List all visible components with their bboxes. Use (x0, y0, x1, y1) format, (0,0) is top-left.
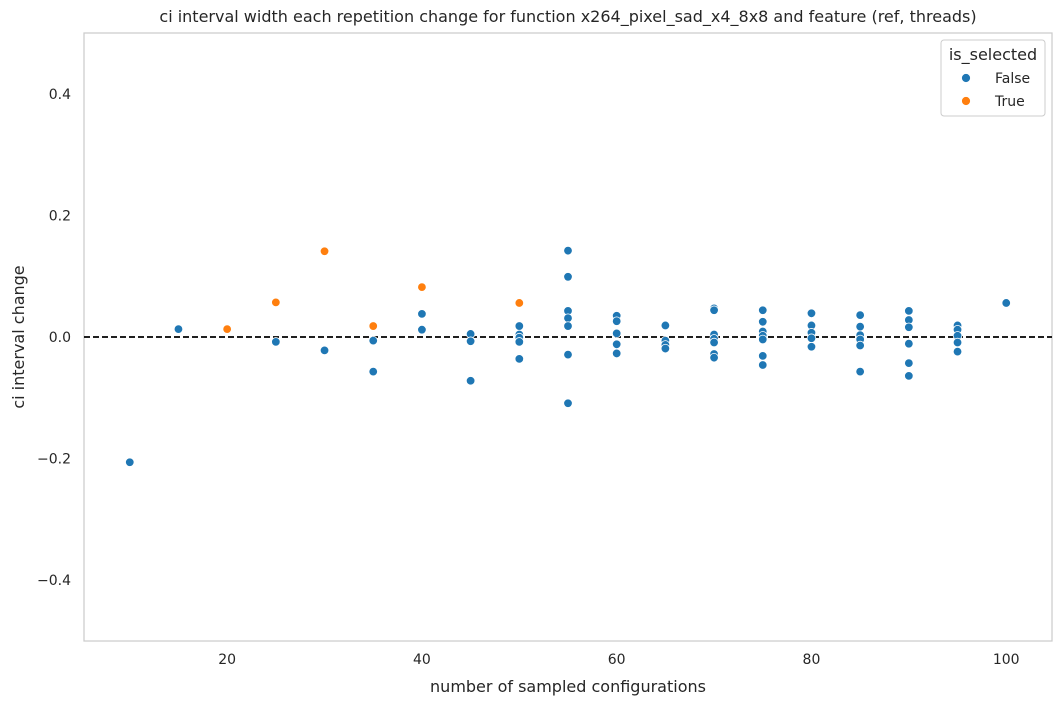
data-point-false (611, 348, 622, 359)
data-point-false (806, 333, 817, 343)
data-point-false (611, 316, 622, 326)
data-point-false (904, 322, 914, 332)
data-point-false (660, 320, 671, 331)
data-point-false (758, 351, 768, 361)
data-point-false (855, 366, 865, 377)
data-point-true (319, 246, 330, 256)
x-axis-ticks: 20 40 60 80 100 (218, 652, 1019, 668)
plot-area: 20 40 60 80 100 −0.4 −0.2 0.0 0.2 0.4 (37, 32, 1053, 668)
data-point-false (1001, 298, 1011, 308)
data-point-false (758, 317, 768, 327)
data-point-false (855, 310, 865, 320)
legend-label-false: False (995, 71, 1030, 87)
data-point-false (563, 272, 573, 282)
data-point-false (904, 306, 914, 316)
legend-label-true: True (994, 94, 1025, 110)
data-points (125, 245, 1011, 467)
data-point-false (855, 340, 865, 351)
data-point-false (904, 358, 914, 368)
data-point-false (514, 321, 525, 331)
data-point-false (514, 354, 525, 364)
data-point-false (806, 342, 817, 352)
y-tick-label: 0.0 (49, 330, 71, 346)
data-point-false (368, 335, 378, 346)
data-point-false (611, 328, 622, 339)
data-point-false (758, 360, 768, 370)
data-point-false (904, 371, 914, 381)
x-tick-label: 100 (993, 652, 1020, 668)
data-point-false (709, 352, 719, 363)
data-point-false (952, 337, 963, 348)
legend: is_selected False True (940, 39, 1046, 117)
data-point-false (514, 337, 525, 347)
chart-title: ci interval width each repetition change… (159, 7, 976, 27)
data-point-false (563, 349, 573, 360)
data-point-false (563, 313, 573, 323)
data-point-true (271, 297, 281, 308)
data-point-true (368, 321, 378, 331)
data-point-false (173, 324, 184, 334)
data-point-false (660, 343, 671, 354)
x-tick-label: 20 (218, 652, 236, 668)
data-point-false (611, 339, 622, 349)
data-point-false (952, 346, 963, 357)
data-point-false (417, 309, 427, 319)
x-axis-label: number of sampled configurations (430, 677, 706, 696)
data-point-true (417, 282, 427, 292)
data-point-false (855, 321, 865, 332)
data-point-false (904, 338, 914, 349)
data-point-false (465, 336, 476, 346)
x-tick-label: 80 (803, 652, 821, 668)
x-tick-label: 60 (608, 652, 626, 668)
data-point-true (514, 298, 525, 308)
data-point-false (271, 337, 281, 347)
data-point-false (709, 305, 719, 315)
data-point-false (319, 345, 330, 356)
legend-title: is_selected (949, 45, 1037, 65)
legend-marker-false (961, 73, 971, 83)
data-point-true (222, 324, 232, 334)
data-point-false (563, 321, 573, 331)
data-point-false (806, 308, 817, 318)
data-point-false (709, 337, 719, 348)
y-axis-ticks: −0.4 −0.2 0.0 0.2 0.4 (37, 87, 71, 589)
y-tick-label: −0.2 (37, 452, 71, 468)
y-tick-label: 0.4 (49, 87, 71, 103)
data-point-false (417, 325, 427, 335)
x-tick-label: 40 (413, 652, 431, 668)
y-tick-label: −0.4 (37, 573, 71, 589)
data-point-false (563, 398, 573, 408)
data-point-false (465, 376, 476, 386)
data-point-false (758, 305, 768, 315)
y-axis-label: ci interval change (9, 265, 28, 408)
data-point-false (758, 334, 768, 345)
data-point-false (368, 366, 378, 377)
data-point-false (563, 245, 573, 256)
data-point-false (125, 457, 135, 467)
y-tick-label: 0.2 (49, 208, 71, 224)
legend-marker-true (961, 96, 971, 106)
